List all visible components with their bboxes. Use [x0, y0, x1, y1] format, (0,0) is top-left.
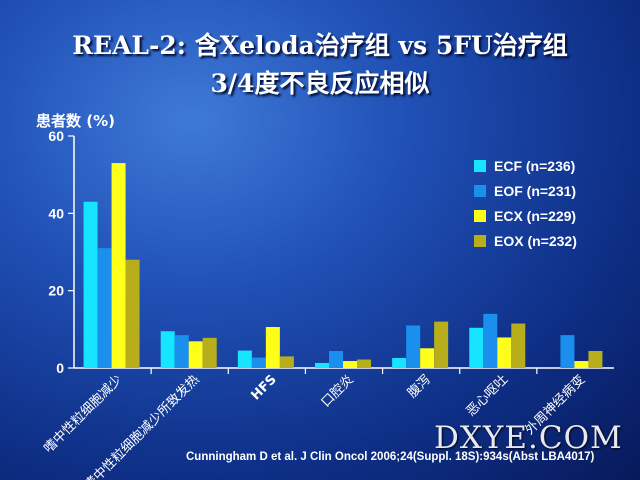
- y-tick-label: 60: [48, 128, 64, 144]
- bar: [251, 357, 266, 368]
- watermark: DXYE.COM: [434, 420, 623, 456]
- bar: [588, 350, 603, 368]
- legend-swatch: [474, 185, 486, 197]
- legend-swatch: [474, 160, 486, 172]
- legend-label: EOX (n=232): [494, 233, 577, 249]
- bar: [483, 313, 498, 368]
- bar: [574, 361, 589, 368]
- bar: [237, 350, 252, 368]
- x-category-label: 恶心呕吐: [464, 372, 511, 419]
- bar: [97, 248, 112, 368]
- bar: [125, 259, 140, 368]
- x-category-label: 腹泻: [404, 372, 434, 402]
- x-category-label: HFS: [248, 372, 279, 403]
- legend-swatch: [474, 210, 486, 222]
- bar: [174, 335, 189, 368]
- y-axis-label: 患者数 (%): [36, 112, 115, 130]
- bar: [265, 327, 280, 368]
- y-tick-label: 20: [48, 283, 64, 299]
- bar: [469, 327, 484, 368]
- y-tick-label: 0: [56, 360, 64, 376]
- bar: [434, 321, 449, 368]
- x-category-label: 口腔炎: [319, 372, 357, 410]
- bar: [420, 348, 435, 368]
- bar: [560, 335, 575, 368]
- bar: [406, 325, 421, 368]
- bar: [188, 341, 203, 368]
- bar: [511, 323, 526, 368]
- bar: [83, 201, 98, 368]
- bar: [160, 331, 175, 368]
- title-line-1: REAL-2: 含Xeloda治疗组 vs 5FU治疗组: [72, 31, 568, 60]
- bar: [202, 337, 217, 368]
- legend-swatch: [474, 235, 486, 247]
- legend-label: ECF (n=236): [494, 158, 575, 174]
- bar: [279, 356, 294, 368]
- bar: [315, 362, 329, 368]
- title-line-2: 3/4度不良反应相似: [210, 69, 430, 98]
- bar: [392, 357, 407, 368]
- citation: Cunningham D et al. J Clin Oncol 2006;24…: [186, 451, 595, 463]
- bar: [111, 163, 126, 368]
- legend-label: EOF (n=231): [494, 183, 576, 199]
- x-category-label: 嗜中性粒细胞减少: [41, 372, 125, 456]
- legend-label: ECX (n=229): [494, 208, 576, 224]
- bar: [329, 350, 343, 368]
- y-tick-label: 40: [48, 205, 64, 221]
- bar: [357, 359, 371, 368]
- bar: [497, 337, 512, 368]
- bar: [343, 361, 357, 368]
